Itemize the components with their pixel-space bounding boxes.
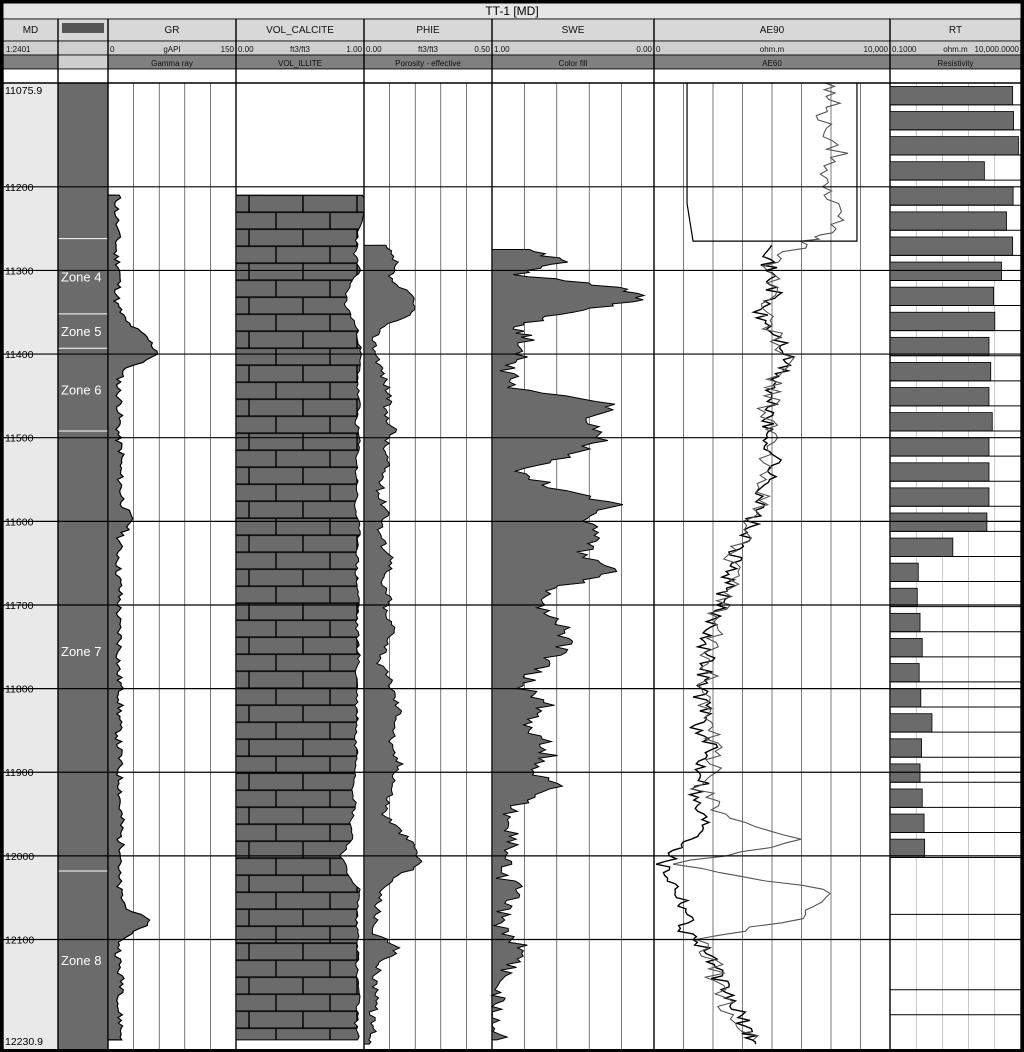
rt-bar [889, 688, 922, 708]
track-scale-right: 0.00 [636, 45, 652, 54]
track-scale-right: 10,000 [864, 45, 889, 54]
rt-bar [889, 587, 918, 608]
header-spacer [3, 68, 1021, 84]
swe-curve [490, 248, 646, 1041]
track-unit: ft3/ft3 [290, 45, 311, 54]
track-scale-left: 1.00 [494, 45, 510, 54]
track-name: GR [165, 25, 180, 36]
zone-label: Zone 7 [61, 644, 101, 659]
track-subtitle: Porosity - effective [395, 59, 461, 68]
ae60-curve [672, 82, 849, 1041]
rt-bar [889, 86, 1014, 106]
rt-bar [889, 336, 990, 357]
rt-bar [889, 186, 1014, 206]
track-scale: 1:2401 [6, 45, 31, 54]
rt-bar [889, 512, 988, 532]
zone-label: Zone 5 [61, 324, 101, 339]
well-title: TT-1 [MD] [485, 4, 538, 18]
rt-bar [889, 562, 919, 582]
track-scale-right: 1.00 [346, 45, 362, 54]
depth-label: 12230.9 [5, 1036, 43, 1048]
rt-bar [889, 713, 933, 733]
zone-label: Zone 8 [61, 953, 101, 968]
depth-label: 11200 [5, 182, 34, 194]
rt-bar [889, 161, 985, 181]
track-unit: ohm.m [943, 45, 968, 54]
track-subtitle: Resistivity [937, 59, 973, 68]
depth-label: 12100 [5, 935, 34, 947]
depth-label: 11500 [5, 433, 34, 445]
track-scale-cell [57, 40, 109, 56]
zone-track [58, 83, 108, 1049]
track-name: AE90 [760, 25, 785, 36]
track-scale-left: 0 [110, 45, 115, 54]
zone-legend-swatch [62, 23, 104, 33]
rt-bar [889, 412, 993, 432]
rt-bar [889, 763, 921, 783]
zone-label: Zone 4 [61, 269, 101, 284]
depth-label: 11075.9 [5, 85, 42, 97]
track-unit: ft3/ft3 [418, 45, 439, 54]
track-subtitle: Color fill [559, 59, 588, 68]
track-unit: gAPI [163, 45, 180, 54]
track-subtitle: AE60 [762, 59, 782, 68]
track-subtitle: VOL_ILLITE [278, 59, 322, 68]
rt-bar [889, 362, 992, 382]
track-scale-left: 0 [656, 45, 661, 54]
rt-bar [889, 638, 923, 658]
rt-bar [889, 612, 921, 633]
track-scale-left: 0.1000 [892, 45, 917, 54]
rt-bar [889, 462, 990, 482]
depth-track [3, 83, 58, 1049]
rt-bar [889, 311, 996, 332]
track-scale-right: 150 [221, 45, 235, 54]
zone-label: Zone 6 [61, 383, 101, 398]
rt-bar [889, 136, 1019, 156]
rt-bar [889, 838, 926, 858]
track-name: PHIE [416, 25, 440, 36]
rt-bar [889, 286, 995, 306]
track-scale-right: 10,000.0000 [975, 45, 1020, 54]
track-scale-left: 0.00 [366, 45, 382, 54]
depth-label: 11700 [5, 600, 34, 612]
ae-shallow-curve [686, 83, 858, 242]
rt-bar [889, 788, 923, 808]
track-scale-left: 0.00 [238, 45, 254, 54]
ae90-curve [655, 244, 797, 1045]
rt-bar [889, 437, 990, 457]
rt-bar [889, 261, 1002, 281]
rt-bar [889, 236, 1014, 256]
phie-curve [363, 244, 423, 1045]
track-name: MD [23, 25, 39, 36]
well-log-plot: TT-1 [MD] MD 1:2401 GR gAPI 0 150 Gamma ray VOL_… [3, 3, 1021, 1049]
rt-bar [889, 738, 922, 758]
depth-label: 11900 [5, 767, 34, 779]
rt-bar [889, 211, 1007, 231]
track-unit: ohm.m [760, 45, 785, 54]
track-scale-cell [491, 40, 655, 56]
rt-bar [889, 663, 920, 683]
rt-bar [889, 537, 954, 557]
track-subtitle-cell [57, 54, 109, 70]
depth-label: 11400 [5, 349, 34, 361]
rt-bar [889, 111, 1014, 131]
track-name: RT [949, 25, 962, 36]
depth-label: 11600 [5, 516, 34, 528]
track-name: SWE [562, 25, 585, 36]
rt-bar [889, 487, 990, 507]
gr-curve [107, 194, 158, 1041]
depth-label: 11300 [5, 265, 34, 277]
track-subtitle-cell [3, 54, 59, 70]
track-scale-right: 0.50 [474, 45, 490, 54]
track-name: VOL_CALCITE [266, 25, 334, 36]
rt-bar [889, 387, 990, 407]
track-subtitle: Gamma ray [151, 59, 193, 68]
depth-label: 12000 [5, 851, 34, 863]
vol-calcite-curve [235, 194, 365, 1041]
depth-label: 11800 [5, 684, 34, 696]
rt-bar [889, 813, 925, 833]
log-canvas: TT-1 [MD] MD 1:2401 GR gAPI 0 150 Gamma ray VOL_… [3, 3, 1021, 1049]
